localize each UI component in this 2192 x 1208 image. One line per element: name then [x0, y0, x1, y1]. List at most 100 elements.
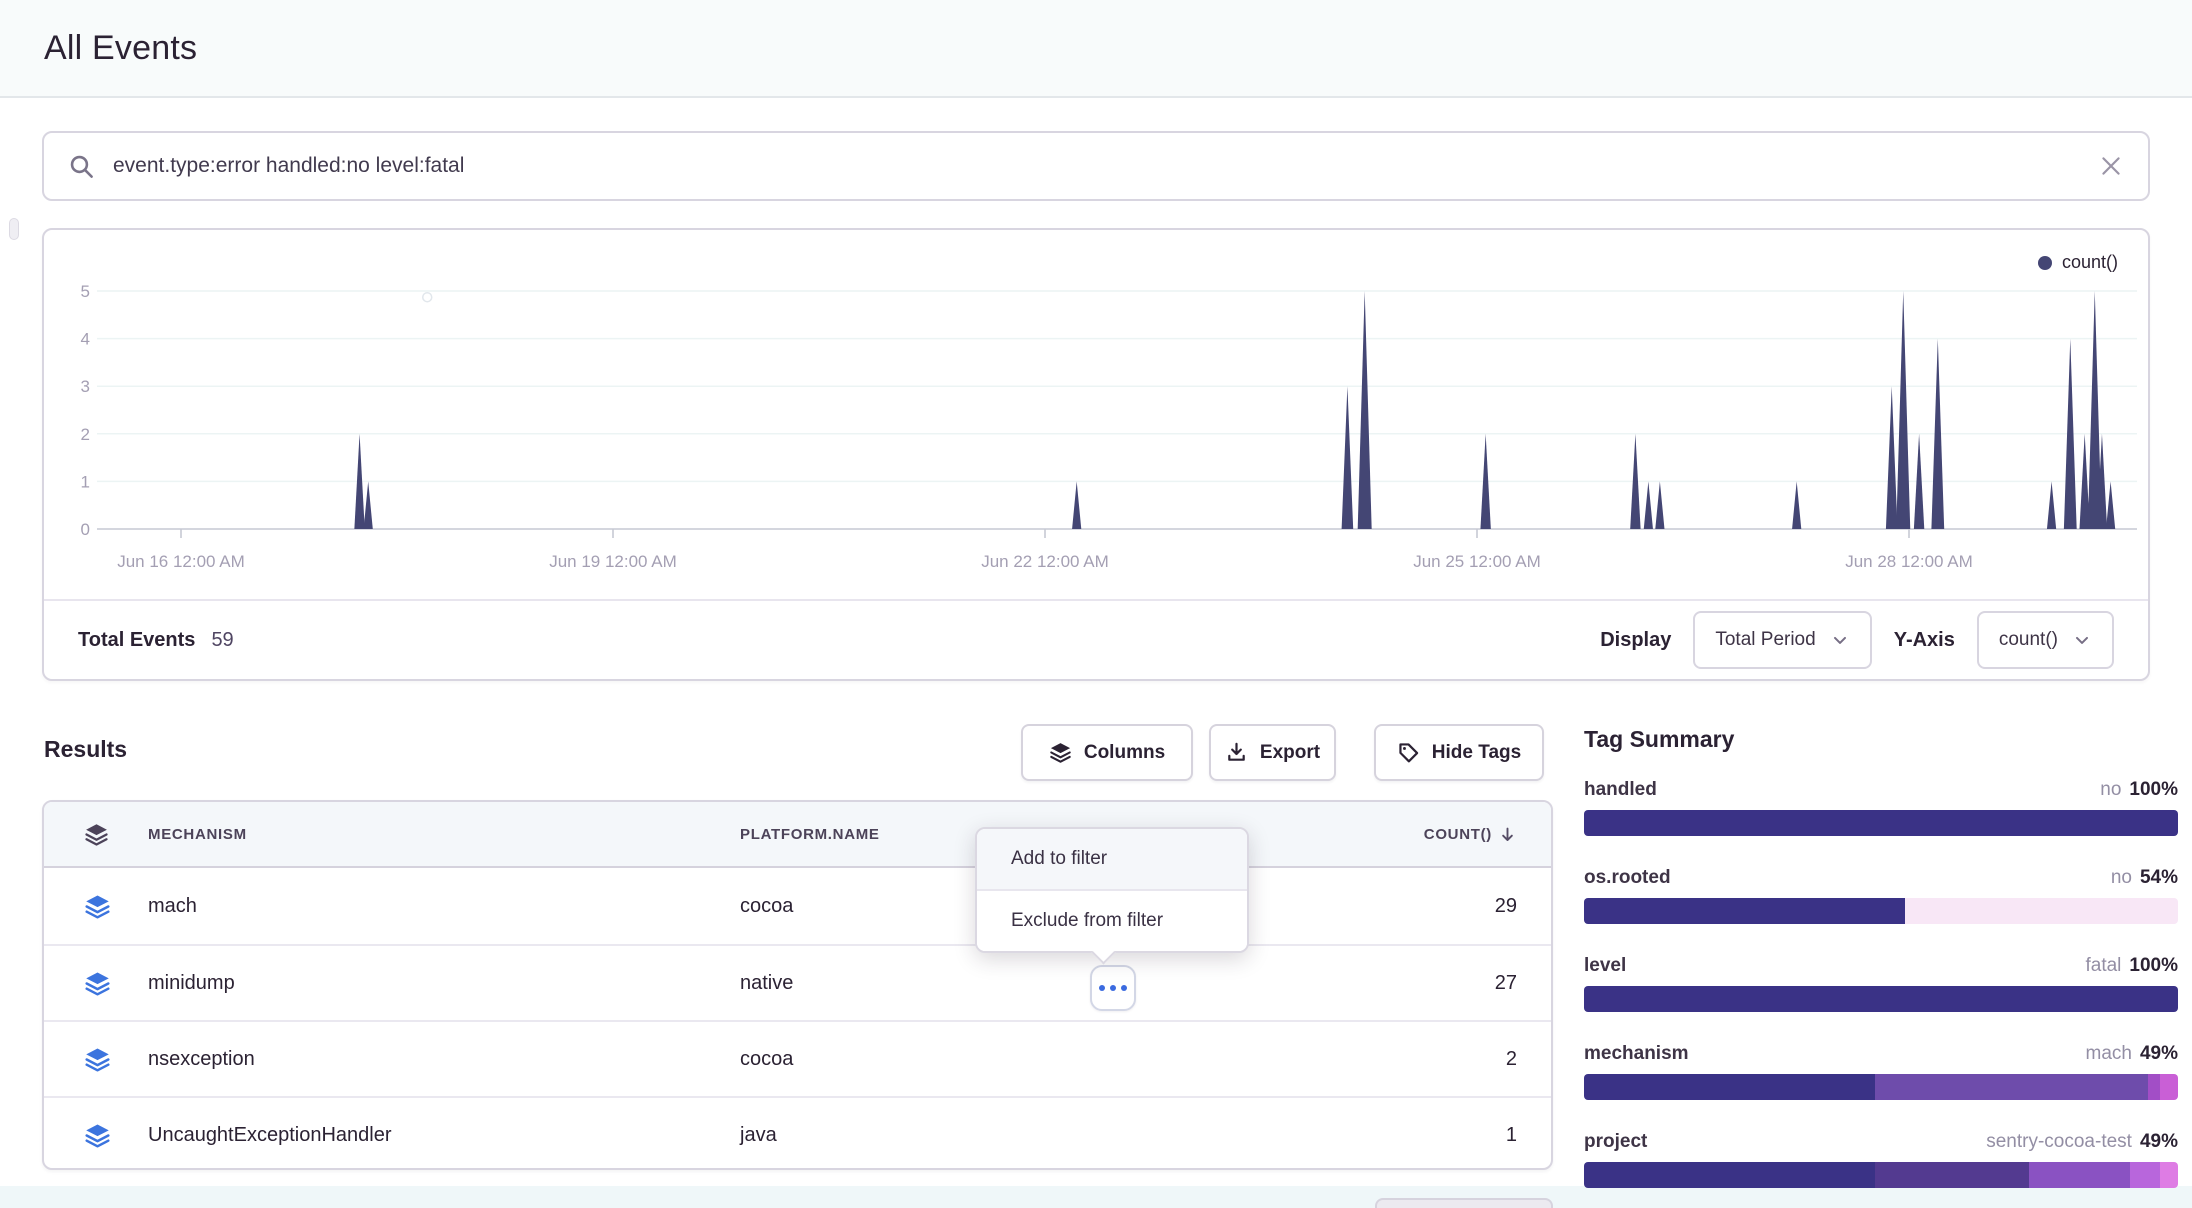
tag-top-percent: 54%	[2140, 867, 2178, 888]
tag-row: mechanismmach49%	[1584, 1043, 2178, 1100]
cell-platform-name[interactable]: cocoa	[740, 1048, 1142, 1071]
tag-bar-segment[interactable]	[2029, 1162, 2130, 1188]
total-events: Total Events 59	[78, 629, 234, 652]
search-input[interactable]	[113, 154, 2098, 178]
dot-icon	[1110, 985, 1116, 991]
layers-icon	[84, 893, 111, 920]
display-label: Display	[1600, 629, 1671, 652]
download-icon	[1225, 741, 1248, 764]
tag-row: projectsentry-cocoa-test49%	[1584, 1131, 2178, 1188]
tag-top-percent: 49%	[2140, 1043, 2178, 1064]
legend-label: count()	[2062, 252, 2118, 273]
chevron-down-icon	[1830, 630, 1850, 650]
table-row[interactable]: minidumpnative27	[44, 944, 1551, 1020]
export-button-label: Export	[1260, 742, 1320, 764]
y-axis-tick-label: 4	[81, 330, 90, 349]
events-chart-panel: count() 012345Jun 16 12:00 AMJun 19 12:0…	[42, 228, 2150, 681]
display-dropdown[interactable]: Total Period	[1693, 611, 1871, 669]
cell-actions-menu: Add to filter Exclude from filter	[975, 827, 1249, 953]
event-count-spike	[1655, 481, 1664, 529]
y-axis-tick-label: 3	[81, 377, 90, 396]
cell-count[interactable]: 27	[1142, 972, 1517, 995]
tag-top-value: no	[2100, 779, 2121, 800]
tag-bar-segment[interactable]	[1584, 810, 2178, 836]
tag-name: handled	[1584, 779, 1657, 801]
tag-bar-segment[interactable]	[2160, 1162, 2178, 1188]
tag-distribution-bar[interactable]	[1584, 1074, 2178, 1100]
tag-row: handled no 100%	[1584, 779, 2178, 836]
export-button[interactable]: Export	[1209, 724, 1336, 781]
menu-item-exclude-from-filter[interactable]: Exclude from filter	[977, 891, 1247, 951]
scroll-handle[interactable]	[9, 218, 19, 240]
display-dropdown-value: Total Period	[1715, 629, 1815, 651]
tag-row-header: projectsentry-cocoa-test49%	[1584, 1131, 2178, 1153]
layers-icon	[84, 970, 111, 997]
tag-bar-segment[interactable]	[1584, 1074, 1875, 1100]
results-title: Results	[44, 736, 127, 763]
yaxis-label: Y-Axis	[1894, 629, 1955, 652]
tag-bar-segment[interactable]	[1875, 1162, 2029, 1188]
table-row[interactable]: machcocoa29	[44, 868, 1551, 944]
tag-bar-segment[interactable]	[2160, 1074, 2178, 1100]
layers-icon	[1049, 741, 1072, 764]
cell-actions-button[interactable]	[1090, 965, 1136, 1011]
event-count-spike	[1072, 481, 1081, 529]
tag-bar-segment[interactable]	[2130, 1162, 2160, 1188]
tag-bar-segment[interactable]	[1584, 898, 1905, 924]
cell-count[interactable]: 2	[1142, 1048, 1517, 1071]
table-header-row: MECHANISM PLATFORM.NAME COUNT()	[44, 802, 1551, 868]
event-count-spike	[1644, 481, 1653, 529]
tag-name: level	[1584, 955, 1626, 977]
table-row[interactable]: nsexceptioncocoa2	[44, 1020, 1551, 1096]
dot-icon	[1121, 985, 1127, 991]
column-header-mechanism[interactable]: MECHANISM	[148, 826, 740, 843]
tag-distribution-bar[interactable]	[1584, 810, 2178, 836]
x-axis-tick-label: Jun 28 12:00 AM	[1845, 552, 1973, 571]
tag-row-header: levelfatal100%	[1584, 955, 2178, 977]
cell-mechanism[interactable]: minidump	[148, 972, 740, 995]
tag-bar-segment[interactable]	[1584, 1162, 1875, 1188]
event-count-spike	[1342, 386, 1354, 529]
cell-mechanism[interactable]: UncaughtExceptionHandler	[148, 1124, 740, 1147]
cell-count[interactable]: 1	[1142, 1124, 1517, 1147]
cell-platform-name[interactable]: native	[740, 972, 1142, 995]
pagination-button[interactable]	[1375, 1198, 1553, 1208]
table-row[interactable]: UncaughtExceptionHandlerjava1	[44, 1096, 1551, 1170]
columns-button[interactable]: Columns	[1021, 724, 1193, 781]
cell-platform-name[interactable]: java	[740, 1124, 1142, 1147]
tag-bar-segment[interactable]	[1875, 1074, 2148, 1100]
tag-top-value: mach	[2086, 1043, 2132, 1064]
hide-tags-button-label: Hide Tags	[1432, 742, 1521, 764]
tag-bar-segment[interactable]	[1905, 898, 2178, 924]
events-time-series-chart: 012345Jun 16 12:00 AMJun 19 12:00 AMJun …	[44, 230, 2148, 602]
tag-summary-title: Tag Summary	[1584, 726, 2178, 753]
x-axis-tick-label: Jun 25 12:00 AM	[1413, 552, 1541, 571]
tag-top-percent: 100%	[2129, 779, 2178, 800]
tag-row: os.rootedno54%	[1584, 867, 2178, 924]
legend-dot-icon	[2038, 256, 2052, 270]
x-axis-tick-label: Jun 16 12:00 AM	[117, 552, 245, 571]
page-title: All Events	[44, 29, 197, 68]
search-bar	[42, 131, 2150, 201]
event-count-spike	[364, 481, 373, 529]
tag-distribution-bar[interactable]	[1584, 986, 2178, 1012]
tag-bar-segment[interactable]	[2148, 1074, 2160, 1100]
tag-bar-segment[interactable]	[1584, 986, 2178, 1012]
results-table: MECHANISM PLATFORM.NAME COUNT() machcoco…	[42, 800, 1553, 1170]
search-icon	[68, 153, 95, 180]
y-axis-tick-label: 0	[81, 520, 90, 539]
tag-top-value: no	[2111, 867, 2132, 888]
clear-search-icon[interactable]	[2098, 153, 2124, 179]
hide-tags-button[interactable]: Hide Tags	[1374, 724, 1544, 781]
tag-distribution-bar[interactable]	[1584, 1162, 2178, 1188]
event-count-spike	[2047, 481, 2056, 529]
tag-distribution-bar[interactable]	[1584, 898, 2178, 924]
chart-legend: count()	[2038, 252, 2118, 273]
cell-mechanism[interactable]: nsexception	[148, 1048, 740, 1071]
tag-top-percent: 49%	[2140, 1131, 2178, 1152]
cell-mechanism[interactable]: mach	[148, 895, 740, 918]
event-count-spike	[1896, 291, 1910, 529]
layers-icon	[84, 1122, 111, 1149]
menu-item-add-to-filter[interactable]: Add to filter	[977, 829, 1247, 889]
yaxis-dropdown[interactable]: count()	[1977, 611, 2114, 669]
